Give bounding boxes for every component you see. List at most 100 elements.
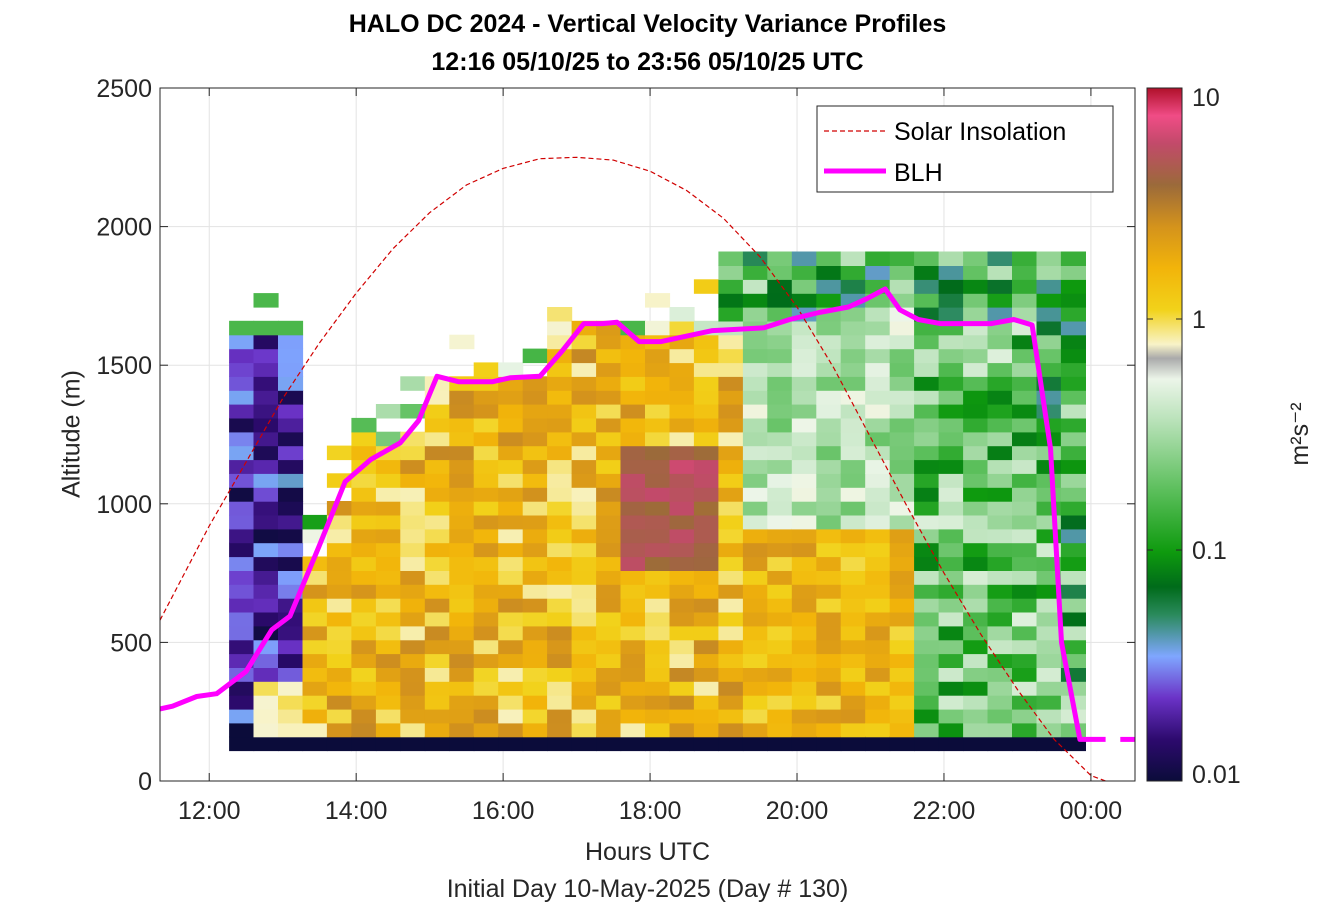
heatmap-cell: [889, 334, 915, 350]
heatmap-cell: [914, 334, 940, 350]
heatmap-cell: [351, 556, 377, 571]
heatmap-cell: [229, 570, 255, 585]
heatmap-cell: [253, 722, 279, 738]
heatmap-cell: [791, 417, 817, 433]
heatmap-cell: [473, 736, 499, 752]
heatmap-cell: [351, 639, 377, 655]
heatmap-cell: [375, 501, 401, 516]
heatmap-cell: [375, 667, 401, 682]
heatmap-cell: [1012, 473, 1038, 488]
heatmap-cell: [571, 667, 597, 682]
heatmap-cell: [791, 251, 817, 266]
heatmap-cell: [865, 556, 891, 571]
legend-box: [816, 105, 1114, 193]
heatmap-cell: [253, 653, 279, 668]
heatmap-cell: [645, 390, 671, 405]
heatmap-cell: [522, 639, 548, 655]
heatmap-cell: [424, 667, 450, 682]
heatmap-cell: [693, 584, 719, 599]
heatmap-cell: [351, 736, 377, 752]
heatmap-cell: [596, 542, 622, 558]
heatmap-cell: [596, 708, 622, 724]
heatmap-cell: [547, 722, 573, 738]
x-tick-label: 00:00: [1060, 797, 1123, 825]
heatmap-cell: [938, 501, 964, 516]
heatmap-cell: [596, 348, 622, 364]
heatmap-cell: [253, 320, 279, 336]
heatmap-cell: [571, 528, 597, 544]
heatmap-cell: [816, 501, 842, 516]
heatmap-cell: [767, 293, 793, 308]
heatmap-cell: [522, 653, 548, 668]
heatmap-cell: [938, 251, 964, 266]
heatmap-cell: [620, 459, 646, 474]
heatmap-cell: [351, 570, 377, 585]
heatmap-cell: [1036, 293, 1062, 308]
heatmap-cell: [473, 584, 499, 599]
heatmap-cell: [522, 556, 548, 571]
heatmap-cell: [596, 376, 622, 391]
heatmap-cell: [253, 736, 279, 752]
heatmap-cell: [914, 667, 940, 682]
heatmap-cell: [302, 708, 328, 724]
heatmap-cell: [693, 681, 719, 696]
heatmap-cell: [547, 556, 573, 571]
x-axis-sublabel: Initial Day 10-May-2025 (Day # 130): [446, 875, 849, 903]
heatmap-cell: [767, 528, 793, 544]
heatmap-cell: [938, 417, 964, 433]
heatmap-cell: [669, 667, 695, 682]
heatmap-cell: [987, 695, 1013, 710]
heatmap-cell: [669, 584, 695, 599]
heatmap-cell: [889, 514, 915, 530]
heatmap-cell: [449, 722, 475, 738]
heatmap-cell: [693, 639, 719, 655]
heatmap-cell: [351, 542, 377, 558]
heatmap-cell: [767, 598, 793, 613]
heatmap-cell: [791, 320, 817, 336]
heatmap-cell: [473, 473, 499, 488]
heatmap-cell: [889, 556, 915, 571]
heatmap-cell: [375, 584, 401, 599]
heatmap-cell: [693, 722, 719, 738]
heatmap-cell: [571, 445, 597, 461]
heatmap-cell: [302, 667, 328, 682]
heatmap-cell: [645, 722, 671, 738]
heatmap-cell: [938, 667, 964, 682]
heatmap-cell: [840, 390, 866, 405]
heatmap-cell: [1012, 445, 1038, 461]
heatmap-cell: [840, 584, 866, 599]
heatmap-cell: [449, 542, 475, 558]
heatmap-cell: [229, 320, 255, 336]
heatmap-cell: [718, 598, 744, 613]
heatmap-cell: [865, 251, 891, 266]
heatmap-cell: [742, 390, 768, 405]
heatmap-cell: [963, 487, 989, 502]
heatmap-cell: [351, 445, 377, 461]
heatmap-cell: [1012, 625, 1038, 641]
heatmap-cell: [816, 542, 842, 558]
heatmap-cell: [424, 625, 450, 641]
heatmap-cell: [229, 501, 255, 516]
heatmap-cell: [1012, 404, 1038, 419]
heatmap-cell: [963, 570, 989, 585]
heatmap-cell: [1012, 307, 1038, 322]
y-axis-label: Altitude (m): [57, 370, 86, 498]
heatmap-cell: [596, 584, 622, 599]
heatmap-cell: [424, 639, 450, 655]
heatmap-cell: [424, 611, 450, 627]
colorbar-tick-label: 10: [1192, 84, 1220, 112]
heatmap-cell: [816, 556, 842, 571]
heatmap-cell: [302, 625, 328, 641]
heatmap-cell: [791, 404, 817, 419]
heatmap-cell: [547, 514, 573, 530]
heatmap-cell: [1036, 473, 1062, 488]
heatmap-cell: [963, 279, 989, 294]
heatmap-cell: [375, 611, 401, 627]
heatmap-cell: [229, 625, 255, 641]
heatmap-cell: [547, 708, 573, 724]
heatmap-cell: [253, 501, 279, 516]
heatmap-cell: [571, 473, 597, 488]
heatmap-cell: [987, 736, 1013, 752]
heatmap-cell: [449, 625, 475, 641]
